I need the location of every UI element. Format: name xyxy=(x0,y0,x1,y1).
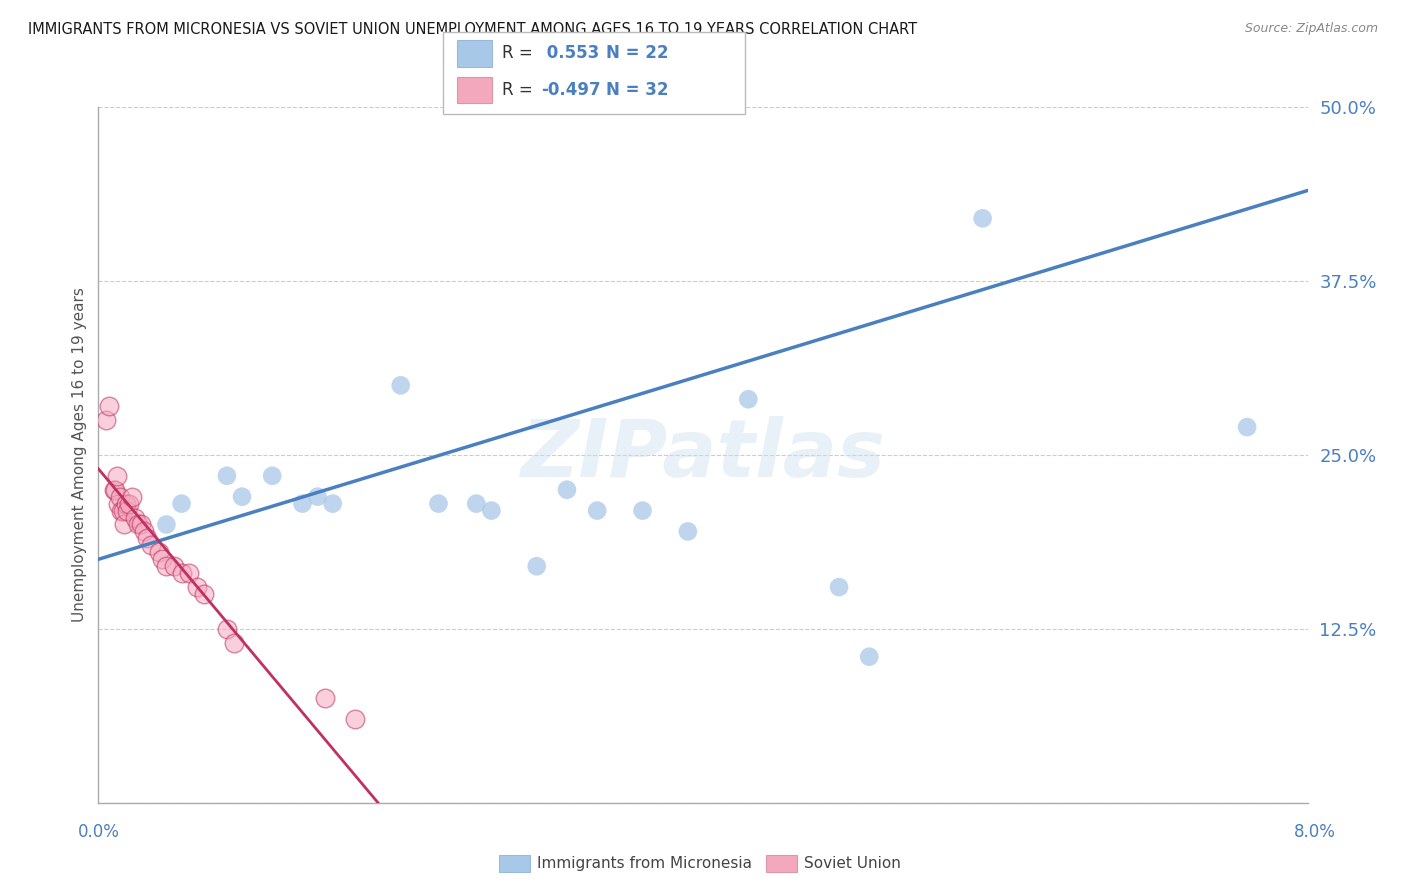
Point xyxy=(129,517,152,532)
Text: 8.0%: 8.0% xyxy=(1294,822,1336,840)
Point xyxy=(586,503,609,517)
Text: Source: ZipAtlas.com: Source: ZipAtlas.com xyxy=(1244,22,1378,36)
Text: Immigrants from Micronesia: Immigrants from Micronesia xyxy=(537,856,752,871)
Point xyxy=(141,538,163,552)
Point xyxy=(118,497,141,511)
Text: 0.553: 0.553 xyxy=(541,44,599,62)
Point xyxy=(107,497,129,511)
Point xyxy=(135,532,157,546)
Text: -0.497: -0.497 xyxy=(541,81,600,99)
Text: 0.0%: 0.0% xyxy=(77,822,120,840)
Point xyxy=(314,691,336,706)
Point xyxy=(132,524,155,539)
Y-axis label: Unemployment Among Ages 16 to 19 years: Unemployment Among Ages 16 to 19 years xyxy=(72,287,87,623)
Point xyxy=(307,490,329,504)
Point xyxy=(112,517,135,532)
Point xyxy=(481,503,503,517)
Point xyxy=(427,497,450,511)
Point xyxy=(1236,420,1258,434)
Point xyxy=(177,566,201,581)
Point xyxy=(110,503,132,517)
Point xyxy=(231,490,253,504)
Point xyxy=(104,483,127,497)
Text: ZIPatlas: ZIPatlas xyxy=(520,416,886,494)
Point xyxy=(262,468,284,483)
Point xyxy=(224,636,246,650)
Point xyxy=(215,468,238,483)
Point xyxy=(828,580,851,594)
Point xyxy=(215,622,238,636)
Point xyxy=(155,559,177,574)
Point xyxy=(170,566,193,581)
Point xyxy=(631,503,654,517)
Point xyxy=(103,483,125,497)
Point xyxy=(155,517,177,532)
Point xyxy=(170,497,193,511)
Point xyxy=(344,712,367,726)
Point xyxy=(148,545,170,559)
Point xyxy=(291,497,314,511)
Point xyxy=(114,497,136,511)
Point xyxy=(111,503,134,517)
Point xyxy=(150,552,173,566)
Text: IMMIGRANTS FROM MICRONESIA VS SOVIET UNION UNEMPLOYMENT AMONG AGES 16 TO 19 YEAR: IMMIGRANTS FROM MICRONESIA VS SOVIET UNI… xyxy=(28,22,917,37)
Text: Soviet Union: Soviet Union xyxy=(804,856,901,871)
Point xyxy=(94,413,117,427)
Point xyxy=(322,497,344,511)
Text: N = 22: N = 22 xyxy=(606,44,668,62)
Point xyxy=(465,497,488,511)
Point xyxy=(121,490,143,504)
Point xyxy=(193,587,215,601)
Point xyxy=(108,490,131,504)
Point xyxy=(389,378,412,392)
Point xyxy=(555,483,578,497)
Point xyxy=(186,580,208,594)
Point xyxy=(105,468,128,483)
Point xyxy=(676,524,699,539)
Point xyxy=(526,559,548,574)
Point xyxy=(737,392,759,407)
Point xyxy=(163,559,186,574)
Point xyxy=(127,517,149,532)
Point xyxy=(124,510,146,524)
Point xyxy=(858,649,880,664)
Text: R =: R = xyxy=(502,44,538,62)
Text: N = 32: N = 32 xyxy=(606,81,668,99)
Text: R =: R = xyxy=(502,81,538,99)
Point xyxy=(98,399,121,413)
Point xyxy=(115,503,138,517)
Point xyxy=(972,211,994,226)
